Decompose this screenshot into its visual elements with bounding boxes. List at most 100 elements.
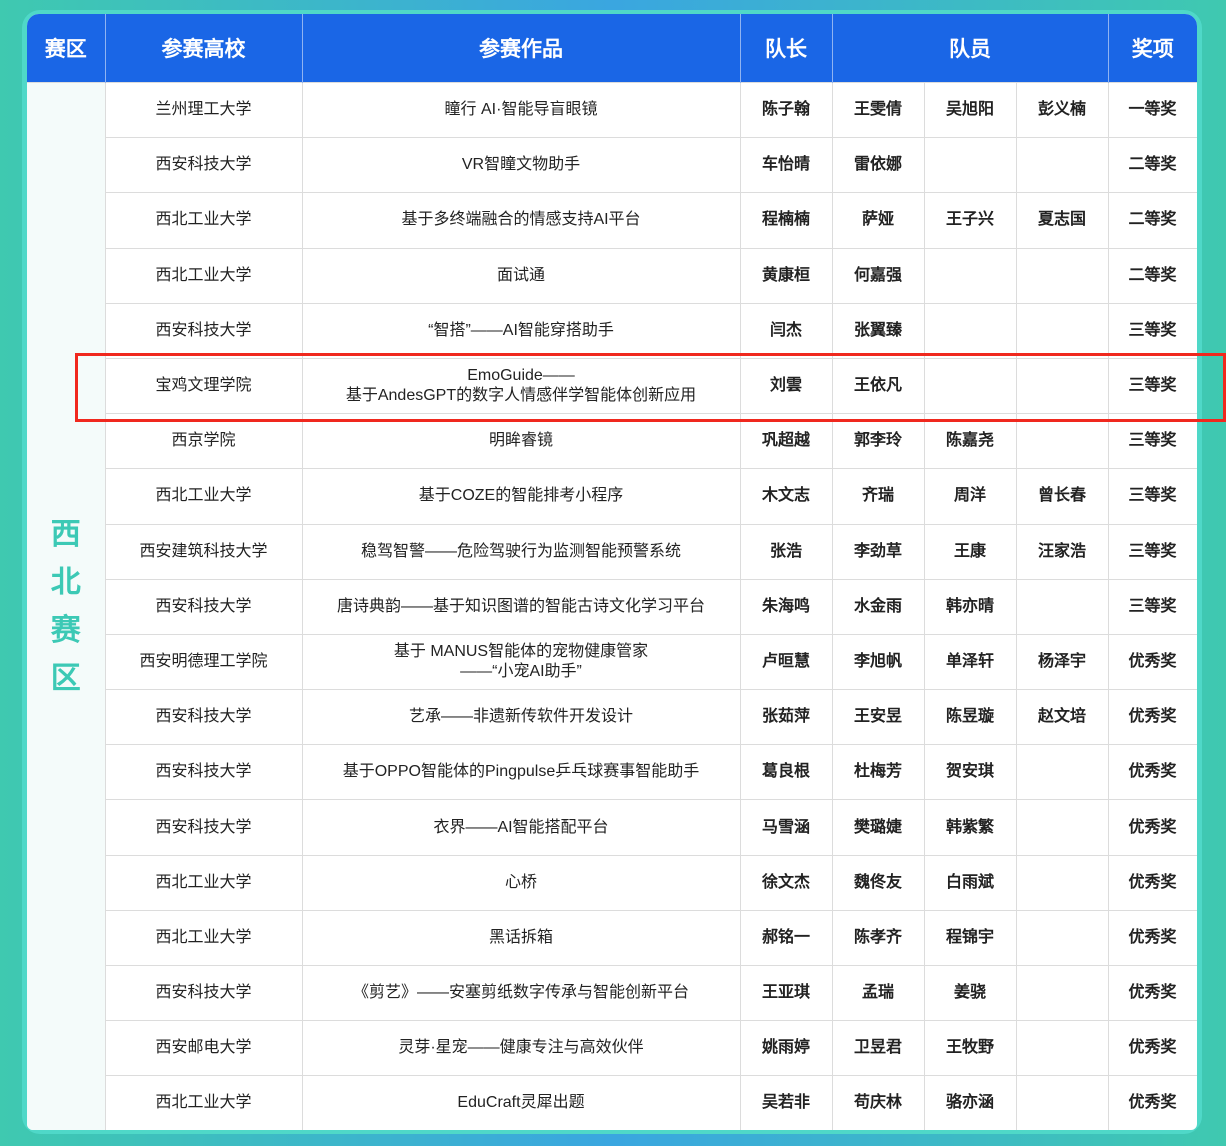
member-cell: 单泽轩 bbox=[923, 633, 1017, 691]
member-cell: 水金雨 bbox=[831, 578, 925, 635]
member-cell bbox=[1015, 799, 1109, 856]
school-cell: 西安邮电大学 bbox=[104, 1020, 303, 1077]
member-cell: 陈嘉尧 bbox=[923, 413, 1017, 470]
member-cell bbox=[1015, 578, 1109, 635]
member-cell: 夏志国 bbox=[1015, 192, 1109, 249]
school-cell: 西安科技大学 bbox=[104, 578, 303, 635]
member-cell: 萨娅 bbox=[831, 192, 925, 249]
award-cell: 优秀奖 bbox=[1107, 909, 1197, 967]
school-cell: 西安科技大学 bbox=[104, 137, 303, 194]
work-cell: EduCraft灵犀出题 bbox=[301, 1075, 741, 1130]
member-cell: 曾长春 bbox=[1015, 468, 1109, 525]
work-cell: EmoGuide—— 基于AndesGPT的数字人情感伴学智能体创新应用 bbox=[301, 357, 741, 415]
member-cell bbox=[923, 247, 1017, 304]
member-cell bbox=[1015, 964, 1109, 1022]
work-cell: 灵芽·星宠——健康专注与高效伙伴 bbox=[301, 1020, 741, 1077]
member-cell bbox=[1015, 1020, 1109, 1077]
school-cell: 西北工业大学 bbox=[104, 854, 303, 911]
member-cell: 王依凡 bbox=[831, 357, 925, 415]
member-cell: 周洋 bbox=[923, 468, 1017, 525]
member-cell: 程锦宇 bbox=[923, 909, 1017, 967]
work-cell: 《剪艺》——安塞剪纸数字传承与智能创新平台 bbox=[301, 964, 741, 1022]
member-cell: 樊璐婕 bbox=[831, 799, 925, 856]
leader-cell: 刘雲 bbox=[739, 357, 833, 415]
table-row: 西 北 赛 区兰州理工大学 瞳行 AI·智能导盲眼镜 陈子翰 王雯倩 吴旭阳 彭义楠 一等奖 bbox=[27, 81, 1197, 1130]
header-leader: 队长 bbox=[740, 14, 833, 83]
member-cell: 吴旭阳 bbox=[923, 81, 1017, 139]
school-cell: 兰州理工大学 bbox=[104, 81, 303, 139]
school-cell: 西北工业大学 bbox=[104, 468, 303, 525]
award-cell: 优秀奖 bbox=[1107, 854, 1197, 911]
table-row: 西安科技大学 “智搭”——AI智能穿搭助手 闫杰 张翼臻 三等奖 bbox=[27, 302, 1197, 359]
leader-cell: 闫杰 bbox=[739, 302, 833, 359]
member-cell: 贺安琪 bbox=[923, 744, 1017, 801]
member-cell: 孟瑞 bbox=[831, 964, 925, 1022]
member-cell: 王康 bbox=[923, 523, 1017, 580]
work-cell: VR智瞳文物助手 bbox=[301, 137, 741, 194]
member-cell bbox=[1015, 302, 1109, 359]
leader-cell: 木文志 bbox=[739, 468, 833, 525]
award-cell: 一等奖 bbox=[1107, 81, 1197, 139]
member-cell bbox=[1015, 909, 1109, 967]
work-cell: 瞳行 AI·智能导盲眼镜 bbox=[301, 81, 741, 139]
school-cell: 西安科技大学 bbox=[104, 964, 303, 1022]
work-cell: 唐诗典韵——基于知识图谱的智能古诗文化学习平台 bbox=[301, 578, 741, 635]
member-cell: 王牧野 bbox=[923, 1020, 1017, 1077]
award-cell: 三等奖 bbox=[1107, 302, 1197, 359]
leader-cell: 王亚琪 bbox=[739, 964, 833, 1022]
award-cell: 优秀奖 bbox=[1107, 689, 1197, 746]
member-cell: 王子兴 bbox=[923, 192, 1017, 249]
table-row: 西北工业大学 黑话拆箱 郝铭一 陈孝齐 程锦宇 优秀奖 bbox=[27, 909, 1197, 967]
table-row: 西安科技大学 《剪艺》——安塞剪纸数字传承与智能创新平台 王亚琪 孟瑞 姜骁 优秀奖 bbox=[27, 964, 1197, 1022]
leader-cell: 卢晅慧 bbox=[739, 633, 833, 691]
school-cell: 西京学院 bbox=[104, 413, 303, 470]
award-cell: 二等奖 bbox=[1107, 247, 1197, 304]
member-cell: 何嘉强 bbox=[831, 247, 925, 304]
member-cell bbox=[1015, 137, 1109, 194]
award-cell: 三等奖 bbox=[1107, 468, 1197, 525]
leader-cell: 葛良根 bbox=[739, 744, 833, 801]
table-row: 西安科技大学 基于OPPO智能体的Pingpulse乒乓球赛事智能助手 葛良根 杜梅芳… bbox=[27, 744, 1197, 801]
table-row: 宝鸡文理学院 EmoGuide—— 基于AndesGPT的数字人情感伴学智能体创新… bbox=[27, 357, 1197, 415]
award-cell: 优秀奖 bbox=[1107, 633, 1197, 691]
leader-cell: 姚雨婷 bbox=[739, 1020, 833, 1077]
member-cell: 李旭帆 bbox=[831, 633, 925, 691]
member-cell: 苟庆林 bbox=[831, 1075, 925, 1130]
award-cell: 优秀奖 bbox=[1107, 1020, 1197, 1077]
leader-cell: 陈子翰 bbox=[739, 81, 833, 139]
work-cell: 基于 MANUS智能体的宠物健康管家 ——“小宠AI助手” bbox=[301, 633, 741, 691]
work-cell: 黑话拆箱 bbox=[301, 909, 741, 967]
leader-cell: 张浩 bbox=[739, 523, 833, 580]
school-cell: 西安科技大学 bbox=[104, 689, 303, 746]
school-cell: 西安建筑科技大学 bbox=[104, 523, 303, 580]
member-cell bbox=[1015, 854, 1109, 911]
leader-cell: 张茹萍 bbox=[739, 689, 833, 746]
work-cell: 基于COZE的智能排考小程序 bbox=[301, 468, 741, 525]
work-cell: 明眸睿镜 bbox=[301, 413, 741, 470]
table-row: 西安邮电大学 灵芽·星宠——健康专注与高效伙伴 姚雨婷 卫昱君 王牧野 优秀奖 bbox=[27, 1020, 1197, 1077]
header-school: 参赛高校 bbox=[105, 14, 303, 83]
results-table-container: 赛区 参赛高校 参赛作品 队长 队员 奖项 西 北 赛 区兰州理工大学 瞳行 AI… bbox=[27, 14, 1197, 1130]
school-cell: 西安明德理工学院 bbox=[104, 633, 303, 691]
member-cell: 郭李玲 bbox=[831, 413, 925, 470]
member-cell bbox=[923, 357, 1017, 415]
table-row: 西京学院 明眸睿镜 巩超越 郭李玲 陈嘉尧 三等奖 bbox=[27, 413, 1197, 470]
award-cell: 三等奖 bbox=[1107, 413, 1197, 470]
work-cell: 艺承——非遗新传软件开发设计 bbox=[301, 689, 741, 746]
member-cell bbox=[923, 302, 1017, 359]
member-cell: 李劲草 bbox=[831, 523, 925, 580]
award-cell: 优秀奖 bbox=[1107, 1075, 1197, 1130]
school-cell: 宝鸡文理学院 bbox=[104, 357, 303, 415]
work-cell: 基于OPPO智能体的Pingpulse乒乓球赛事智能助手 bbox=[301, 744, 741, 801]
school-cell: 西北工业大学 bbox=[104, 909, 303, 967]
table-row: 西北工业大学 基于多终端融合的情感支持AI平台 程楠楠 萨娅 王子兴 夏志国 二等奖 bbox=[27, 192, 1197, 249]
leader-cell: 程楠楠 bbox=[739, 192, 833, 249]
member-cell: 杨泽宇 bbox=[1015, 633, 1109, 691]
leader-cell: 巩超越 bbox=[739, 413, 833, 470]
work-cell: 基于多终端融合的情感支持AI平台 bbox=[301, 192, 741, 249]
school-cell: 西安科技大学 bbox=[104, 744, 303, 801]
work-cell: 稳驾智警——危险驾驶行为监测智能预警系统 bbox=[301, 523, 741, 580]
member-cell: 赵文培 bbox=[1015, 689, 1109, 746]
award-cell: 二等奖 bbox=[1107, 192, 1197, 249]
results-table: 赛区 参赛高校 参赛作品 队长 队员 奖项 西 北 赛 区兰州理工大学 瞳行 AI… bbox=[27, 14, 1197, 1130]
